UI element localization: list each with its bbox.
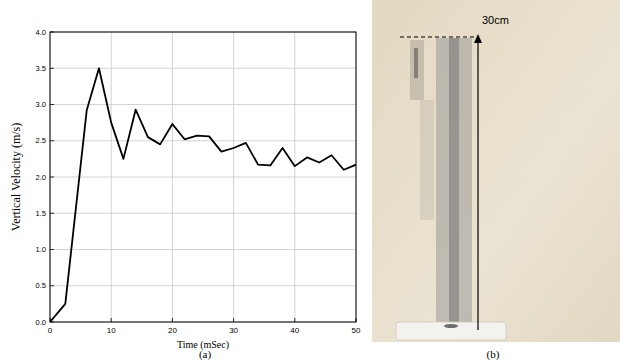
y-tick bbox=[50, 177, 54, 178]
height-arrow bbox=[477, 40, 478, 330]
photo bbox=[372, 0, 620, 342]
data-group bbox=[50, 68, 356, 322]
plot-frame bbox=[50, 32, 356, 322]
grid bbox=[50, 32, 356, 322]
grid-line bbox=[50, 68, 356, 69]
y-tick bbox=[50, 249, 54, 250]
x-tick bbox=[294, 318, 295, 322]
y-axis-label: Vertical Velocity (m/s) bbox=[9, 123, 23, 231]
y-tick-label: 1.0 bbox=[36, 245, 46, 254]
x-tick-label: 0 bbox=[48, 326, 53, 335]
x-tick-label: 10 bbox=[107, 326, 116, 335]
y-tick bbox=[50, 285, 54, 286]
y-tick bbox=[50, 68, 54, 69]
grid-line bbox=[111, 32, 112, 322]
tube bbox=[436, 38, 472, 326]
y-tick bbox=[50, 213, 54, 214]
y-tick-label: 1.5 bbox=[36, 209, 46, 218]
smudge bbox=[414, 48, 418, 78]
grid-line bbox=[50, 177, 356, 178]
x-tick-label: 50 bbox=[352, 326, 361, 335]
grid-line bbox=[50, 285, 356, 286]
grid-line bbox=[233, 32, 234, 322]
grid-line bbox=[294, 32, 295, 322]
photo-background bbox=[372, 0, 620, 342]
y-tick-label: 2.5 bbox=[36, 136, 46, 145]
y-tick-label: 2.0 bbox=[36, 173, 46, 182]
y-tick-label: 0.5 bbox=[36, 281, 46, 290]
smudge bbox=[410, 40, 424, 100]
panel-label: (a) bbox=[199, 348, 212, 361]
arrow-head bbox=[474, 34, 482, 43]
panel-label: (b) bbox=[487, 348, 500, 361]
grid-line bbox=[50, 140, 356, 141]
y-tick-label: 3.0 bbox=[36, 100, 46, 109]
figure: 0.00.51.01.52.02.53.03.54.001020304050Ti… bbox=[0, 0, 620, 362]
y-tick-label: 0.0 bbox=[36, 318, 46, 327]
canvas: 0.00.51.01.52.02.53.03.54.001020304050Ti… bbox=[0, 0, 620, 362]
grid-line bbox=[50, 104, 356, 105]
x-tick bbox=[172, 318, 173, 322]
y-tick-label: 3.5 bbox=[36, 64, 46, 73]
smudge bbox=[420, 100, 434, 220]
x-tick bbox=[111, 318, 112, 322]
y-tick-label: 4.0 bbox=[36, 28, 46, 37]
base bbox=[396, 322, 506, 340]
x-tick-label: 30 bbox=[229, 326, 238, 335]
grid-line bbox=[172, 32, 173, 322]
grid-line bbox=[50, 213, 356, 214]
x-tick bbox=[233, 318, 234, 322]
object bbox=[444, 324, 458, 328]
y-tick bbox=[50, 140, 54, 141]
photo-annotation: 30cm bbox=[482, 14, 509, 26]
tube-shade bbox=[449, 38, 459, 326]
y-tick bbox=[50, 104, 54, 105]
data-line bbox=[50, 68, 356, 322]
x-tick-label: 40 bbox=[290, 326, 299, 335]
x-tick-label: 20 bbox=[168, 326, 177, 335]
grid-line bbox=[50, 249, 356, 250]
height-dash bbox=[400, 36, 478, 37]
